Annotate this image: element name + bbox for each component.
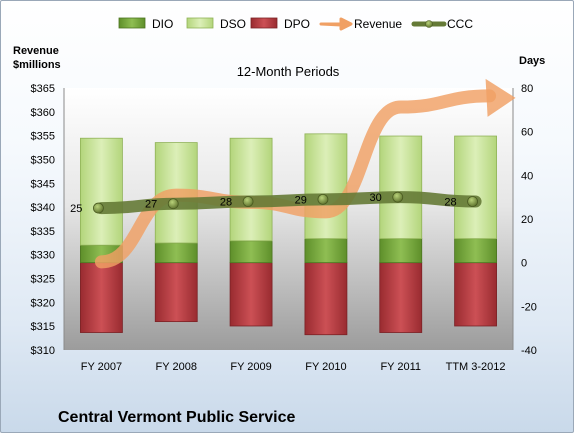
left-tick-310: $310 [31,345,55,357]
legend-swatch-ccc-dot [425,20,433,28]
ccc-label-fy-2008: 27 [145,199,157,211]
ccc-point-ttm-3-2012 [467,196,478,207]
bar-dio-ttm-3-2012 [454,238,497,264]
bar-dso-ttm-3-2012 [454,135,497,240]
left-tick-335: $335 [31,226,55,238]
left-tick-355: $355 [31,131,55,143]
bar-dpo-fy-2009 [229,262,273,327]
left-tick-365: $365 [31,83,55,95]
bar-dio-fy-2010 [304,238,348,264]
right-tick-80: 80 [521,83,533,95]
ccc-point-fy-2011 [392,191,404,203]
ccc-label-ttm-3-2012: 28 [444,197,456,209]
category-label-ttm-3-2012: TTM 3-2012 [446,361,506,373]
ccc-point-fy-2008 [167,198,179,210]
legend-swatch-dpo [250,17,278,29]
legend-label-revenue: Revenue [354,17,402,31]
ccc-line-group: 25 27 28 29 30 28 [70,191,482,215]
right-tick-20: -20 [521,301,537,313]
legend-swatch-revenue [319,17,353,31]
left-axis-title-line2: $millions [13,59,61,71]
bar-dpo-fy-2010 [304,262,348,336]
left-axis-ticks: $365 $360 $355 $350 $345 $340 $335 $330 $325 $320… [31,83,55,357]
category-labels: FY 2007 FY 2008 FY 2009 FY 2010 FY 2011 TTM 3… [81,361,506,373]
legend-label-dio: DIO [152,17,173,31]
bar-dio-fy-2008 [154,242,198,264]
ccc-point-fy-2010 [317,193,329,205]
left-axis-title-line1: Revenue [13,45,59,57]
right-tick-40: 40 [521,170,533,182]
bar-dpo-fy-2008 [154,262,198,323]
bar-dio-fy-2011 [379,238,423,264]
right-tick-20: 20 [521,214,533,226]
left-tick-345: $345 [31,178,55,190]
right-tick-40: -40 [521,345,537,357]
legend-swatch-dio [118,17,146,29]
bar-dso-fy-2011 [379,135,423,240]
ccc-label-fy-2011: 30 [370,192,382,204]
right-axis-ticks: 80 60 40 20 0 -20 -40 [521,83,537,357]
left-tick-340: $340 [31,202,55,214]
bar-dpo-fy-2011 [379,262,423,333]
ccc-label-fy-2007: 25 [70,203,82,215]
right-axis-title: Days [519,55,545,67]
category-label-fy-2008: FY 2008 [156,361,197,373]
ccc-label-fy-2010: 29 [295,194,307,206]
plot-area [64,88,513,350]
left-tick-315: $315 [31,321,55,333]
chart-title: 12-Month Periods [237,64,340,79]
bar-dio-fy-2009 [229,240,273,264]
legend-label-dpo: DPO [284,17,310,31]
category-label-fy-2011: FY 2011 [380,361,421,373]
right-tick-0: 0 [521,258,527,270]
legend: DIO DSO DPO Revenue CCC [118,17,473,31]
category-label-fy-2009: FY 2009 [230,361,271,373]
bar-dso-fy-2007 [80,137,123,246]
bar-dpo-ttm-3-2012 [454,262,497,327]
left-tick-325: $325 [31,274,55,286]
bar-dso-fy-2010 [304,133,348,240]
legend-label-dso: DSO [220,17,246,31]
category-label-fy-2010: FY 2010 [305,361,346,373]
ccc-point-fy-2009 [242,196,254,207]
revenue-arrowhead [485,78,516,117]
left-tick-350: $350 [31,154,55,166]
category-label-fy-2007: FY 2007 [81,361,122,373]
left-tick-330: $330 [31,250,55,262]
left-tick-360: $360 [31,107,55,119]
bar-dpo-fy-2007 [80,262,123,333]
left-tick-320: $320 [31,297,55,309]
ccc-label-fy-2009: 28 [220,197,232,209]
ccc-point-fy-2007 [93,202,104,214]
bar-dso-fy-2009 [229,137,273,242]
legend-swatch-dso [186,17,214,29]
ccc-line [95,191,482,215]
company-name: Central Vermont Public Service [58,409,296,426]
right-tick-60: 60 [521,127,533,139]
legend-label-ccc: CCC [447,17,473,31]
